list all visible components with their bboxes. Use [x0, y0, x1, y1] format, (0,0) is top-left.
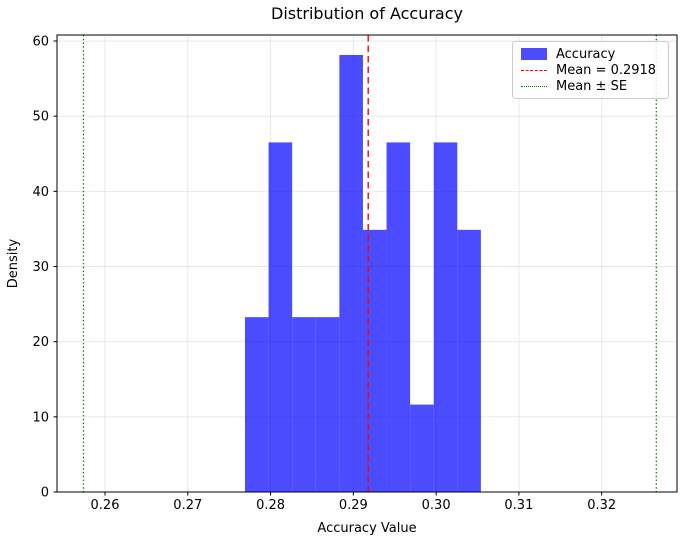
histogram-bar — [339, 54, 363, 493]
histogram-bar — [386, 142, 411, 492]
y-tick-label: 60 — [32, 35, 49, 50]
histogram-bar — [457, 229, 481, 493]
x-tick-label: 0.27 — [173, 498, 202, 513]
legend-item-se: Mean ± SE — [521, 79, 660, 94]
x-axis-label: Accuracy Value — [317, 521, 417, 536]
x-tick-label: 0.29 — [339, 498, 368, 513]
legend-label-se: Mean ± SE — [556, 78, 628, 94]
x-tick-label: 0.26 — [91, 498, 120, 513]
legend-label-mean: Mean = 0.2918 — [556, 62, 657, 78]
x-tick-label: 0.32 — [587, 498, 616, 513]
histogram-bar — [244, 317, 269, 492]
histogram-bar — [315, 317, 340, 492]
histogram-bar — [362, 229, 387, 493]
chart-title: Distribution of Accuracy — [271, 4, 463, 23]
x-tick-label: 0.31 — [504, 498, 533, 513]
legend-label-accuracy: Accuracy — [556, 46, 616, 62]
histogram-bar — [410, 404, 434, 492]
y-tick-label: 40 — [32, 185, 49, 200]
se-dotted-line-icon — [521, 85, 547, 87]
histogram-bar — [433, 142, 458, 492]
x-tick-label: 0.30 — [422, 498, 451, 513]
axes-spines — [56, 34, 678, 493]
histogram-bar — [292, 317, 316, 492]
legend-item-mean: Mean = 0.2918 — [521, 63, 660, 78]
histogram-bar — [268, 142, 293, 492]
y-tick-label: 10 — [32, 410, 49, 425]
legend: Accuracy Mean = 0.2918 Mean ± SE — [512, 41, 669, 99]
mean-dashed-line-icon — [521, 69, 547, 71]
y-tick-label: 50 — [32, 110, 49, 125]
y-axis-label: Density — [6, 238, 21, 289]
y-tick-label: 0 — [41, 486, 49, 501]
y-tick-label: 20 — [32, 335, 49, 350]
accuracy-patch-icon — [521, 48, 547, 60]
y-tick-label: 30 — [32, 260, 49, 275]
x-tick-label: 0.28 — [256, 498, 285, 513]
legend-item-accuracy: Accuracy — [521, 47, 660, 62]
